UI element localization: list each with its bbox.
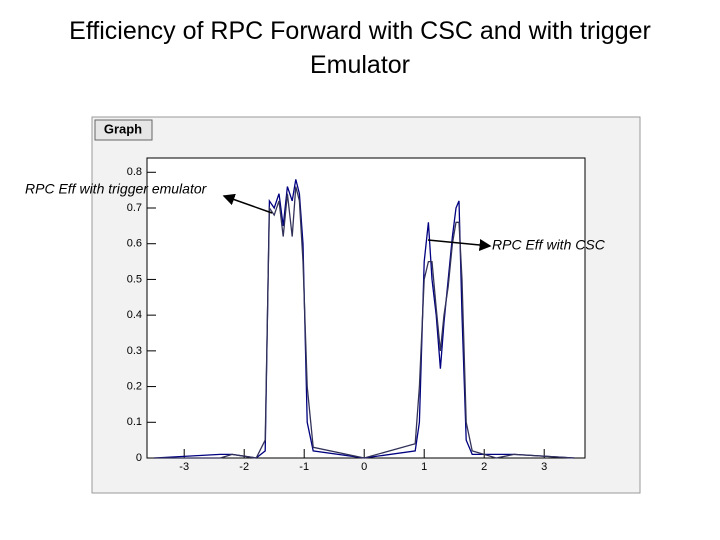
annotation: RPC Eff with CSC xyxy=(492,237,606,253)
y-tick-label: 0.1 xyxy=(127,416,142,428)
y-tick-label: 0.2 xyxy=(127,380,142,392)
frame-title: Graph xyxy=(104,121,142,136)
x-tick-label: 0 xyxy=(361,461,367,473)
x-tick-label: -3 xyxy=(179,461,189,473)
annotation: RPC Eff with trigger emulator xyxy=(25,181,208,197)
annotation-arrow xyxy=(427,239,492,251)
x-tick-label: 3 xyxy=(541,461,547,473)
y-tick-label: 0.7 xyxy=(127,202,142,214)
frame-title-box xyxy=(94,119,153,141)
annotation-arrow xyxy=(222,193,273,214)
y-tick-label: 0.5 xyxy=(127,273,142,285)
x-tick-label: -1 xyxy=(299,461,309,473)
series-line xyxy=(154,186,575,459)
x-tick-label: 2 xyxy=(481,461,487,473)
y-tick-label: 0.3 xyxy=(127,345,142,357)
x-tick-label: 1 xyxy=(421,461,427,473)
plot-frame xyxy=(146,157,586,459)
y-tick-label: 0 xyxy=(136,452,142,464)
x-tick-label: -2 xyxy=(239,461,249,473)
y-tick-label: 0.6 xyxy=(127,238,142,250)
slide-title: Efficiency of RPC Forward with CSC and w… xyxy=(69,17,651,79)
y-tick-label: 0.4 xyxy=(127,309,142,321)
y-tick-label: 0.8 xyxy=(127,166,142,178)
